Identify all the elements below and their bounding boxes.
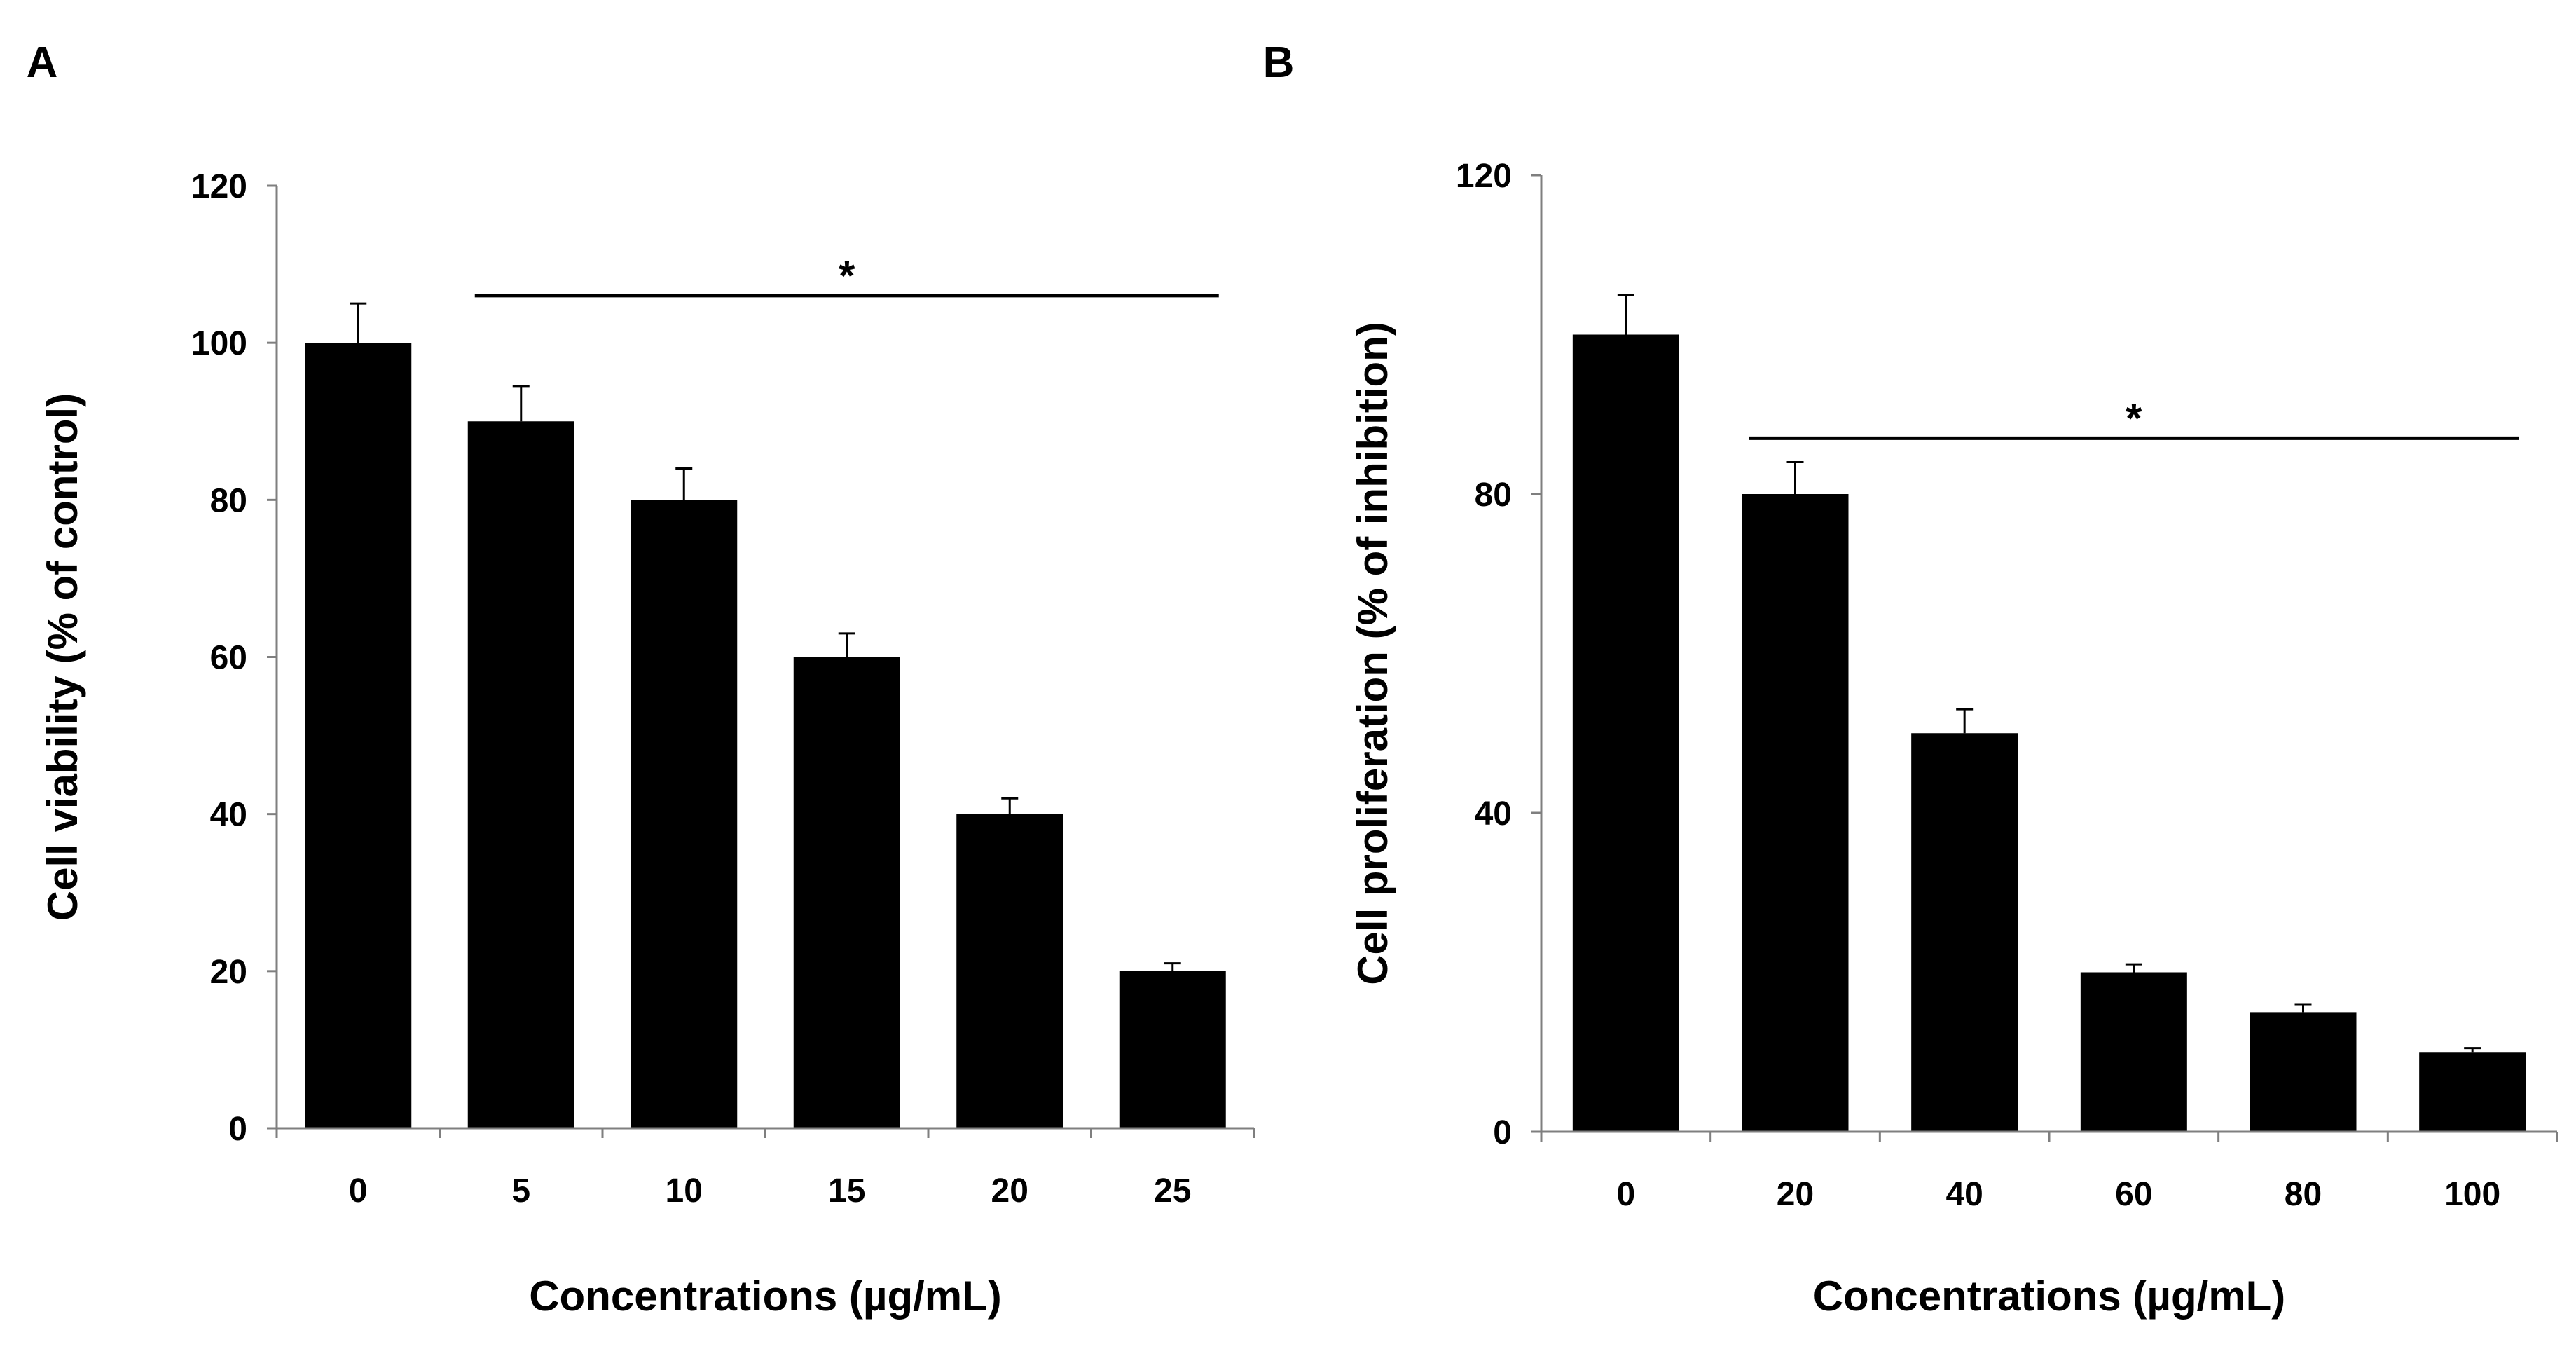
y-axis-title: Cell proliferation (% of inhibition): [1349, 322, 1396, 985]
y-tick-label: 20: [210, 954, 247, 991]
x-tick-label: 5: [511, 1172, 530, 1210]
bar: [2250, 1012, 2357, 1132]
significance-marker: *: [2126, 395, 2142, 441]
bar: [1572, 334, 1679, 1132]
bar: [2419, 1052, 2526, 1132]
bar: [1742, 494, 1849, 1132]
x-tick-label: 20: [991, 1172, 1028, 1210]
x-axis-title: Concentrations (µg/mL): [1813, 1273, 2286, 1320]
y-tick-label: 120: [1456, 158, 1512, 195]
x-tick-label: 80: [2285, 1176, 2322, 1213]
x-tick-label: 0: [1616, 1176, 1635, 1213]
bar: [305, 343, 412, 1129]
x-tick-label: 10: [666, 1172, 703, 1210]
bar: [956, 814, 1063, 1128]
bar: [2080, 972, 2187, 1132]
panel-label: A: [27, 39, 58, 87]
x-tick-label: 40: [1945, 1176, 1983, 1213]
panel-a: A 0 20 40 60 80 100 120 0 5 10 15 20 25 Concentrations…: [27, 39, 1255, 1320]
y-tick-label: 80: [210, 482, 247, 519]
x-tick-label: 0: [349, 1172, 368, 1210]
y-tick-label: 120: [191, 168, 247, 205]
bar: [467, 421, 574, 1128]
bar: [1119, 971, 1226, 1128]
x-tick-label: 100: [2444, 1176, 2500, 1213]
x-tick-label: 60: [2115, 1176, 2152, 1213]
significance-marker: *: [839, 252, 855, 299]
bar: [1911, 733, 2018, 1132]
y-tick-label: 60: [210, 640, 247, 677]
x-tick-label: 25: [1154, 1172, 1191, 1210]
bar: [631, 500, 738, 1128]
panel-label: B: [1263, 39, 1295, 87]
y-tick-label: 40: [210, 797, 247, 834]
x-tick-label: 20: [1777, 1176, 1814, 1213]
bar: [793, 657, 900, 1128]
x-tick-label: 15: [828, 1172, 865, 1210]
y-tick-label: 40: [1475, 795, 1512, 833]
x-axis-title: Concentrations (µg/mL): [529, 1273, 1002, 1320]
y-axis-title: Cell viability (% of control): [39, 393, 86, 921]
y-tick-label: 100: [191, 325, 247, 362]
panel-b: B 0 40 80 120 0 20 40 60 80 100 Concentrations (µg/…: [1263, 39, 2558, 1320]
y-tick-label: 80: [1475, 477, 1512, 514]
y-tick-label: 0: [1493, 1114, 1512, 1151]
y-tick-label: 0: [228, 1111, 247, 1148]
